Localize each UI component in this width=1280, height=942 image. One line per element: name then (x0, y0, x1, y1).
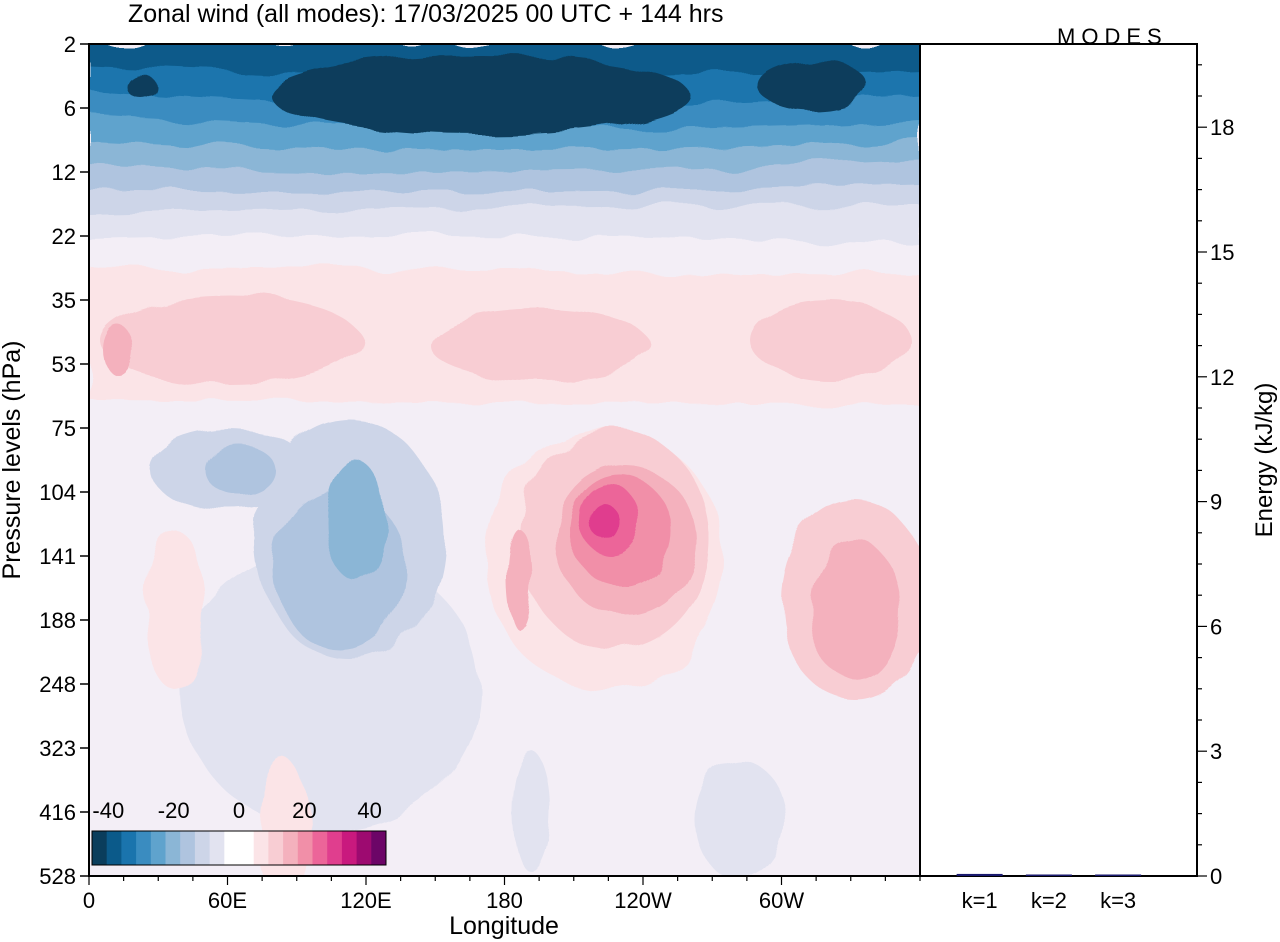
contour-positive (591, 504, 619, 540)
energy-category-label: k=3 (1100, 888, 1136, 913)
longitude-tick-label: 180 (486, 888, 523, 913)
energy-tick-label: 9 (1210, 490, 1222, 515)
colorbar: -40 -20 0 20 40 (91, 798, 387, 866)
longitude-tick-label: 60W (759, 888, 804, 913)
pressure-tick-label: 141 (39, 544, 76, 569)
colorbar-cell (283, 831, 299, 865)
pressure-axis: 2 6 12 22 35 53 75 104 141 188 248 323 416 528 (39, 32, 89, 889)
longitude-tick-label: 120W (614, 888, 672, 913)
colorbar-tick-label: 20 (292, 798, 316, 823)
colorbar-cell (327, 831, 343, 865)
contour-positive (810, 540, 900, 680)
contour-negative (510, 750, 550, 870)
energy-axis-label: Energy (kJ/kg) (1251, 383, 1278, 538)
energy-category-label: k=1 (962, 888, 998, 913)
energy-frame (919, 43, 1198, 877)
pressure-tick-label: 53 (52, 352, 76, 377)
colorbar-cell (209, 831, 225, 865)
colorbar-cell (268, 831, 284, 865)
contour-negative-core (757, 60, 867, 110)
pressure-tick-label: 6 (64, 96, 76, 121)
contour-negative-core (125, 73, 155, 97)
energy-tick-label: 15 (1210, 240, 1234, 265)
contour-negative (205, 445, 275, 495)
chart-title: Zonal wind (all modes): 17/03/2025 00 UT… (128, 0, 723, 28)
contour-negative (695, 760, 785, 876)
heatmap-field (89, 44, 920, 876)
colorbar-tick-label: 40 (357, 798, 381, 823)
contour-positive (145, 530, 205, 690)
pressure-tick-label: 22 (52, 224, 76, 249)
colorbar-cell (356, 831, 372, 865)
energy-tick-label: 6 (1210, 614, 1222, 639)
colorbar-cell (239, 831, 255, 865)
longitude-tick-label: 60E (208, 888, 247, 913)
colorbar-frame (91, 830, 387, 866)
pressure-tick-label: 416 (39, 800, 76, 825)
contour-negative (325, 460, 385, 580)
y-axis-label: Pressure levels (hPa) (0, 341, 26, 580)
energy-bar (1025, 874, 1072, 876)
longitude-axis: 0 60E 120E 180 120W 60W (83, 876, 921, 913)
longitude-tick-label: 120E (340, 888, 391, 913)
energy-bar (956, 873, 1003, 876)
energy-tick-label: 0 (1210, 864, 1222, 889)
longitude-tick-label: 0 (83, 888, 95, 913)
energy-bar (1095, 874, 1142, 876)
contour-positive (508, 530, 532, 630)
energy-tick-label: 12 (1210, 365, 1234, 390)
contour-negative-core (270, 55, 690, 135)
contour-positive (260, 760, 310, 876)
colorbar-cell (106, 831, 122, 865)
energy-axis: 0 3 6 9 12 15 18 (1197, 64, 1234, 889)
colorbar-cell (194, 831, 211, 865)
colorbar-cell (180, 831, 196, 865)
colorbar-cell (136, 831, 152, 865)
contour-positive (430, 310, 650, 380)
colorbar-cell (341, 831, 358, 865)
contour-positive (103, 325, 133, 375)
x-axis-label: Longitude (449, 912, 559, 940)
pressure-tick-label: 528 (39, 864, 76, 889)
pressure-tick-label: 248 (39, 672, 76, 697)
pressure-tick-label: 12 (52, 160, 76, 185)
colorbar-tick-label: 0 (233, 798, 245, 823)
pressure-tick-label: 75 (52, 416, 76, 441)
contour-positive (750, 300, 910, 380)
colorbar-tick-label: -20 (158, 798, 190, 823)
heatmap-panel: 2 6 12 22 35 53 75 104 141 188 248 323 416 528 0 60E 12… (0, 32, 921, 940)
colorbar-cell (224, 831, 240, 865)
colorbar-cell (312, 831, 328, 865)
pressure-tick-label: 323 (39, 736, 76, 761)
energy-categories: k=1 k=2 k=3 (962, 888, 1137, 913)
energy-category-label: k=2 (1031, 888, 1067, 913)
colorbar-cell (371, 831, 387, 865)
colorbar-cell (297, 831, 313, 865)
pressure-tick-label: 2 (64, 32, 76, 57)
contour-positive (100, 295, 360, 385)
pressure-tick-label: 104 (39, 480, 76, 505)
colorbar-tick-label: -40 (92, 798, 124, 823)
pressure-tick-label: 35 (52, 288, 76, 313)
colorbar-cell (150, 831, 166, 865)
colorbar-cell (92, 831, 108, 865)
energy-panel: k=1 k=2 k=3 0 3 6 9 12 15 18 Energy (kJ/kg) (919, 43, 1278, 913)
energy-tick-label: 3 (1210, 739, 1222, 764)
pressure-tick-label: 188 (39, 608, 76, 633)
energy-tick-label: 18 (1210, 115, 1234, 140)
colorbar-cell (121, 831, 137, 865)
colorbar-cell (253, 831, 269, 865)
colorbar-cell (165, 831, 181, 865)
